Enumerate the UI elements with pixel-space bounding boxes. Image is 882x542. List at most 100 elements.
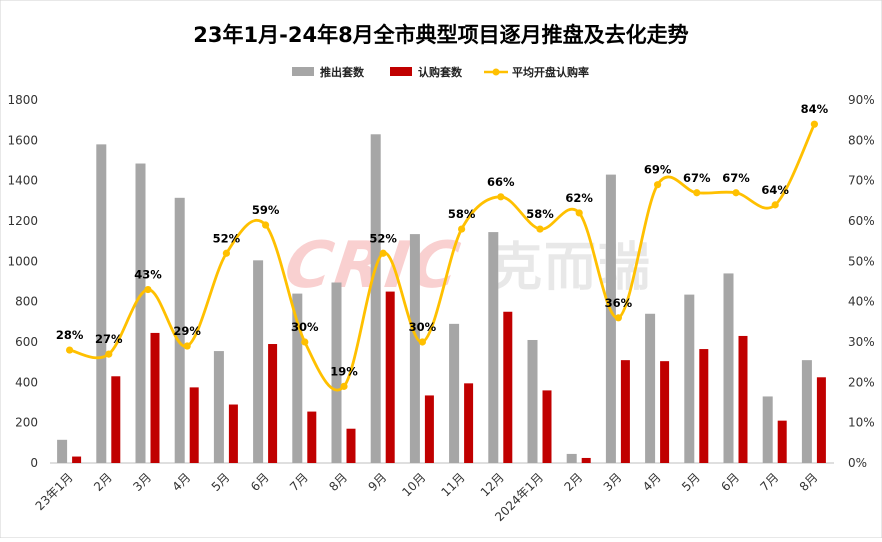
- bar-subscribed: [581, 457, 591, 463]
- rate-data-label: 58%: [526, 207, 554, 221]
- rate-point: [654, 181, 662, 189]
- bar-subscribed: [464, 383, 474, 463]
- bar-subscribed: [72, 456, 82, 463]
- rate-point: [340, 382, 348, 390]
- bar-subscribed: [660, 361, 670, 463]
- bar-subscribed: [542, 390, 552, 463]
- legend-item-rate: 平均开盘认购率: [484, 65, 589, 79]
- rate-data-label: 64%: [761, 183, 789, 197]
- rate-point: [497, 193, 505, 201]
- bar-supply: [135, 163, 146, 463]
- rate-point: [183, 342, 191, 350]
- y-left-tick-label: 200: [15, 416, 38, 430]
- legend-label-subscribed: 认购套数: [418, 65, 463, 79]
- bar-supply: [331, 282, 342, 463]
- bar-series: [57, 134, 826, 464]
- y-right-tick-label: 0%: [848, 456, 867, 470]
- rate-data-label: 30%: [291, 320, 319, 334]
- bar-supply: [801, 360, 812, 463]
- bar-supply: [684, 294, 695, 463]
- bar-subscribed: [503, 311, 513, 463]
- legend-label-supply: 推出套数: [320, 65, 365, 79]
- bar-subscribed: [189, 387, 199, 463]
- svg-text:克而瑞: 克而瑞: [490, 238, 652, 298]
- y-left-tick-label: 1800: [7, 93, 38, 107]
- bar-subscribed: [424, 395, 434, 463]
- y-left-tick-label: 600: [15, 335, 38, 349]
- y-right-tick-label: 80%: [848, 133, 875, 147]
- rate-point: [262, 221, 270, 229]
- bar-subscribed: [816, 377, 826, 463]
- rate-point: [144, 285, 152, 294]
- bar-supply: [488, 232, 499, 463]
- y-right-tick-label: 20%: [848, 375, 875, 389]
- bar-supply: [292, 293, 303, 463]
- rate-point: [771, 201, 779, 209]
- y-left-tick-label: 1400: [7, 174, 38, 188]
- y-right-tick-label: 10%: [848, 416, 875, 430]
- rate-data-label: 19%: [330, 364, 358, 378]
- line-series: 28% 27% 43% 29% 52% 59% 30% 19% 52% 30% 58% 66% 58% 6…: [56, 102, 829, 392]
- bar-supply: [762, 396, 773, 463]
- bar-supply: [449, 323, 460, 463]
- y-right-tick-label: 50%: [848, 254, 875, 268]
- y-right-tick-label: 30%: [848, 335, 875, 349]
- y-left-tick-label: 1600: [7, 133, 38, 147]
- rate-data-label: 30%: [409, 320, 437, 334]
- rate-data-label: 43%: [134, 268, 162, 282]
- y-right-tick-label: 90%: [848, 93, 875, 107]
- rate-point: [614, 314, 623, 322]
- rate-data-label: 36%: [605, 296, 633, 310]
- rate-point: [732, 189, 740, 197]
- rate-point: [693, 189, 701, 197]
- y-left-tick-label: 800: [15, 295, 38, 309]
- rate-point: [379, 249, 387, 257]
- rate-point: [536, 225, 544, 233]
- rate-data-label: 59%: [252, 203, 280, 217]
- rate-data-label: 52%: [213, 231, 241, 245]
- legend-item-supply: 推出套数: [292, 65, 365, 79]
- bar-subscribed: [385, 291, 395, 463]
- rate-data-label: 84%: [801, 102, 829, 116]
- rate-data-label: 62%: [565, 191, 593, 205]
- bar-supply: [174, 197, 185, 463]
- bar-supply: [723, 273, 734, 463]
- bar-subscribed: [307, 411, 317, 463]
- rate-data-label: 67%: [683, 171, 711, 185]
- bar-subscribed: [346, 428, 356, 463]
- rate-point: [458, 225, 466, 233]
- y-left-tick-label: 1000: [7, 254, 38, 268]
- y-left-tick-label: 1200: [7, 214, 38, 228]
- legend-swatch-supply: [292, 67, 314, 76]
- rate-data-label: 29%: [173, 324, 201, 338]
- rate-point: [418, 338, 426, 346]
- rate-data-label: 69%: [644, 163, 672, 177]
- rate-point: [301, 338, 309, 346]
- rate-point: [575, 209, 583, 217]
- rate-data-label: 52%: [369, 231, 397, 245]
- chart-title: 23年1月-24年8月全市典型项目逐月推盘及去化走势: [193, 23, 688, 47]
- left-axis: 0 200 400 600 800 1000 1200 1400 1600 1800: [7, 93, 38, 470]
- bar-subscribed: [620, 360, 630, 463]
- y-left-tick-label: 400: [15, 375, 38, 389]
- rate-point: [66, 346, 74, 354]
- bar-subscribed: [699, 349, 709, 463]
- y-right-tick-label: 40%: [848, 295, 875, 309]
- rate-point: [105, 350, 113, 358]
- right-axis: 0% 10% 20% 30% 40% 50% 60% 70% 80% 90%: [848, 93, 875, 470]
- rate-data-label: 58%: [448, 207, 476, 221]
- bar-subscribed: [268, 344, 278, 463]
- rate-line: [69, 123, 816, 392]
- bar-supply: [253, 260, 264, 463]
- rate-point: [810, 120, 819, 128]
- bar-subscribed: [738, 335, 748, 463]
- bar-subscribed: [111, 376, 121, 463]
- bar-subscribed: [228, 404, 238, 463]
- y-right-tick-label: 70%: [848, 174, 875, 188]
- rate-data-label: 27%: [95, 332, 123, 346]
- legend-swatch-subscribed: [390, 67, 412, 76]
- y-right-tick-label: 60%: [848, 214, 875, 228]
